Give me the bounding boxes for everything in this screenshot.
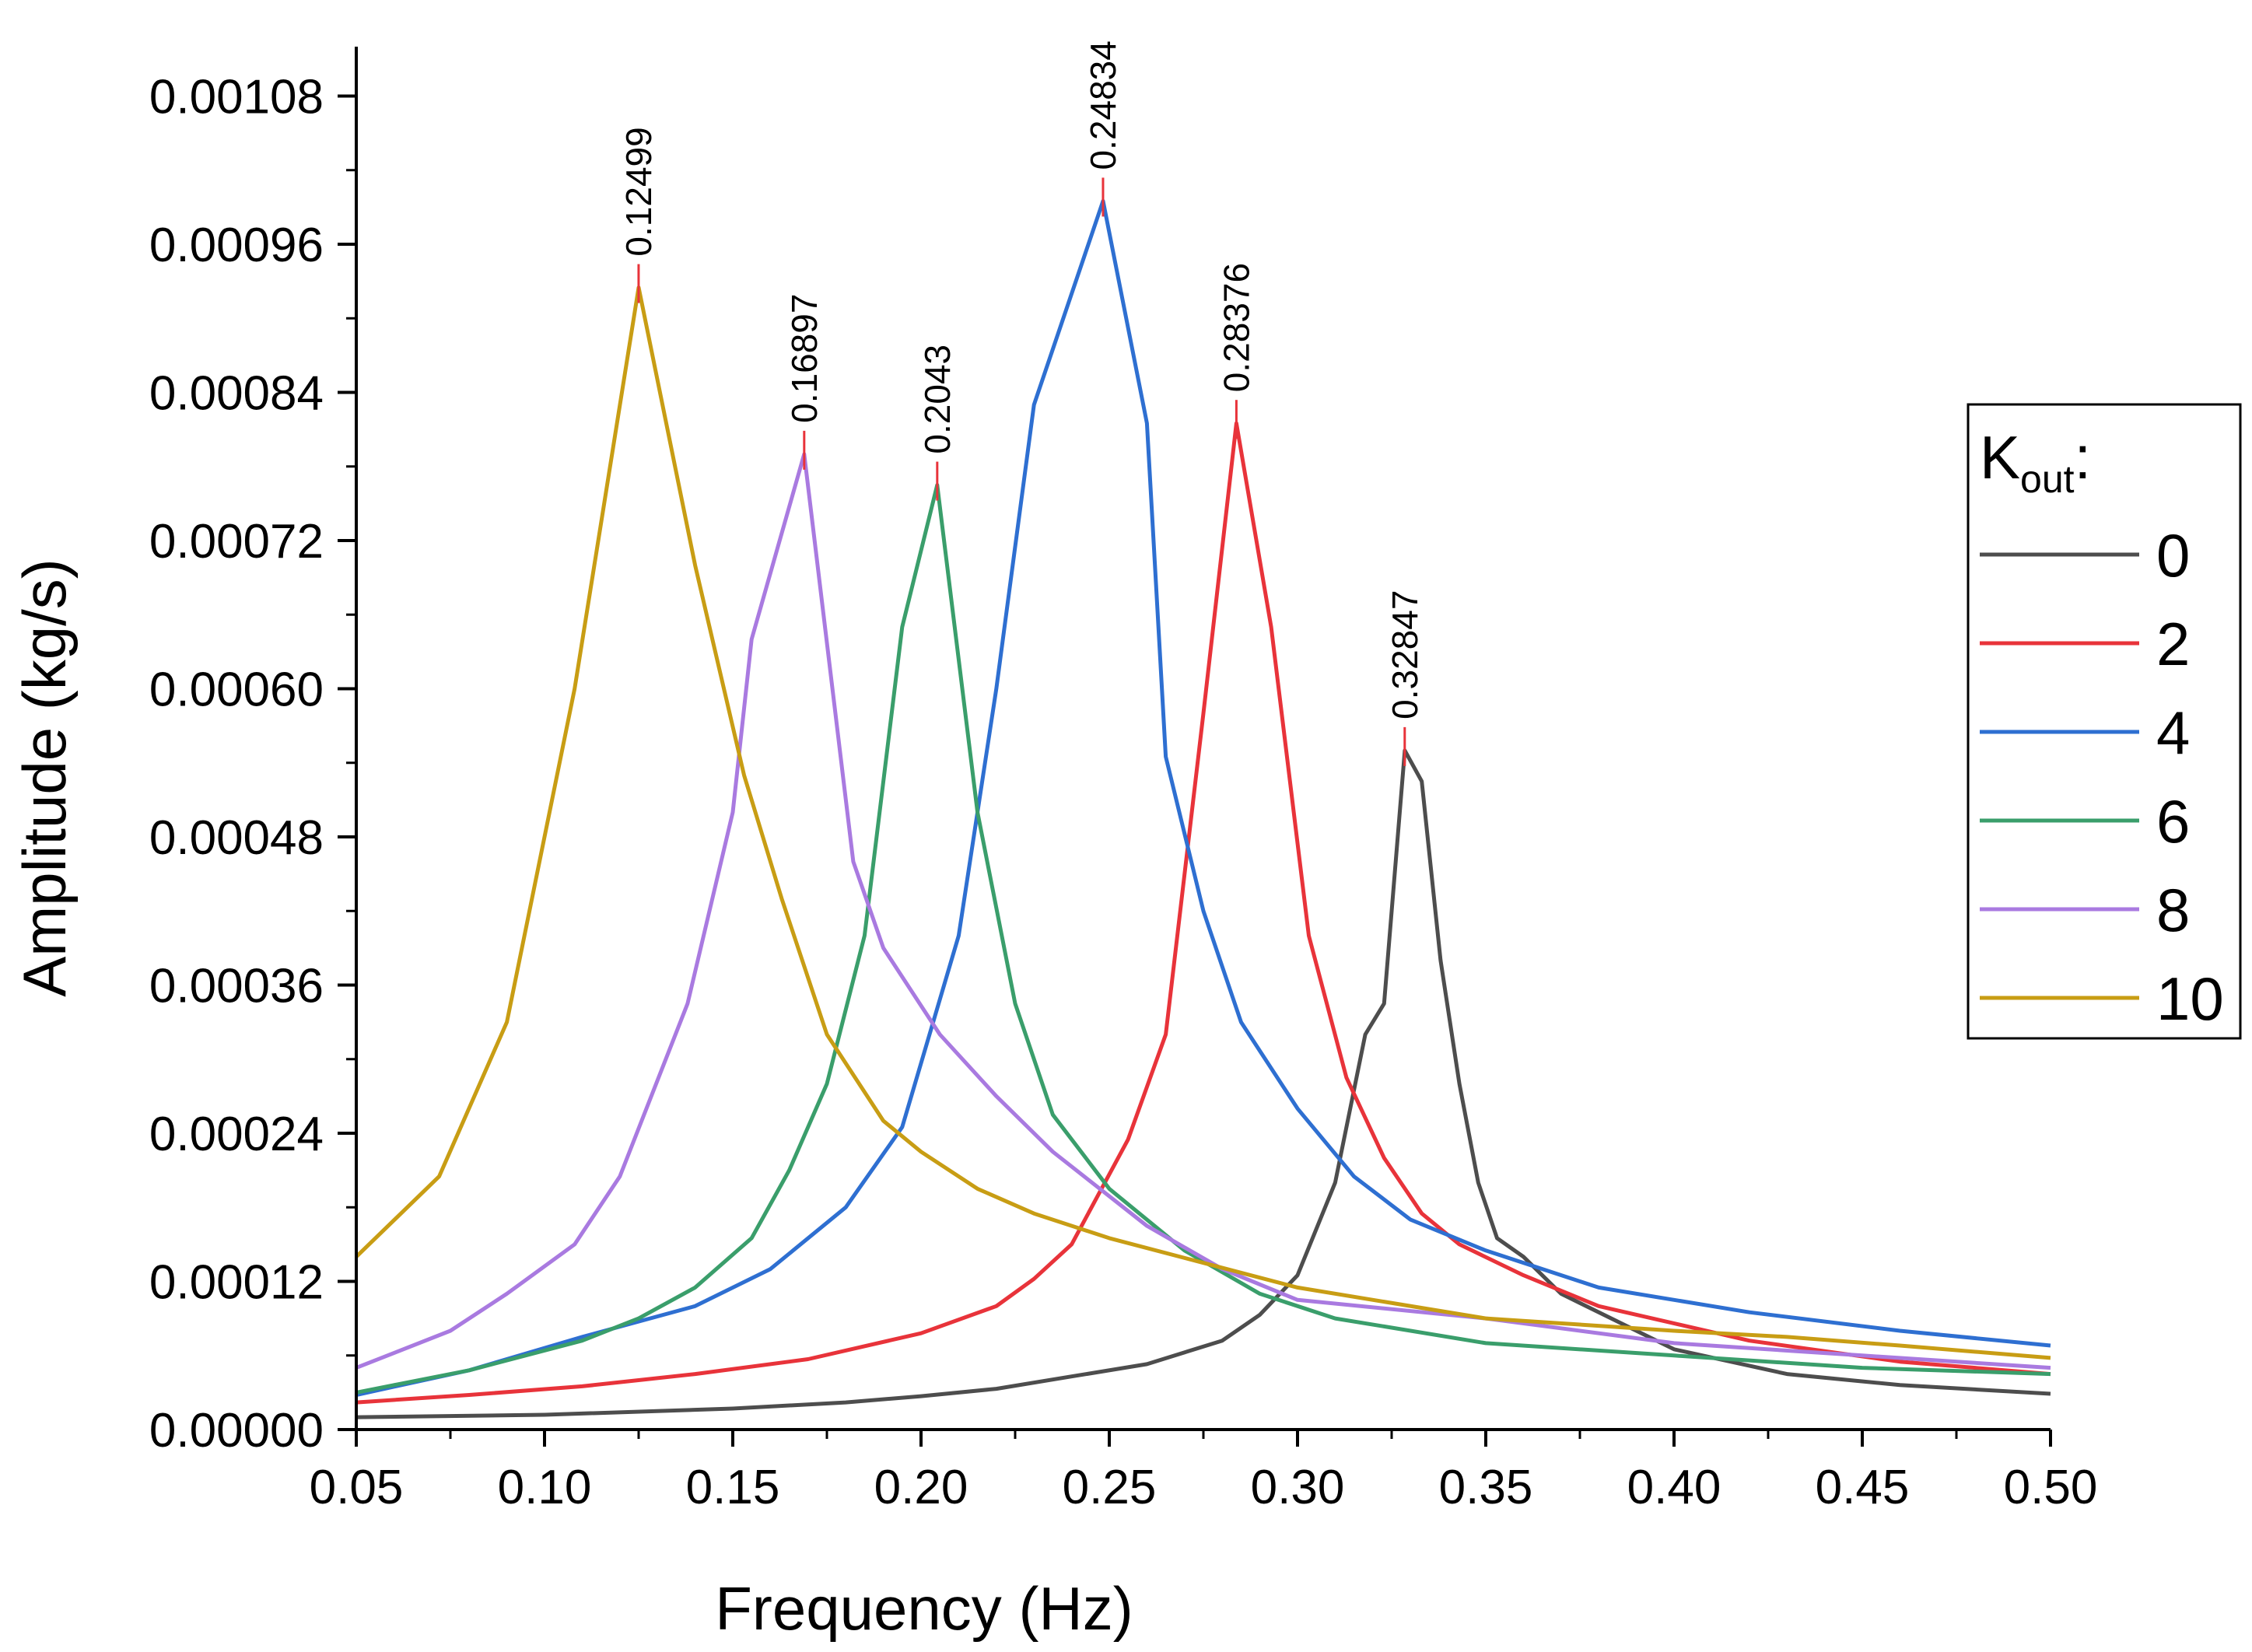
legend-box [1967, 403, 2242, 1040]
y-tick-label: 0.00012 [149, 1256, 324, 1310]
series-line-4 [355, 198, 2051, 1397]
legend-title-suffix: : [2075, 423, 2092, 492]
legend-title: Kout: [1980, 423, 2091, 501]
series-line-8 [355, 452, 2051, 1370]
legend-label-2: 2 [2156, 610, 2190, 678]
legend-title-sub: out [2020, 457, 2075, 501]
x-tick-label: 0.45 [1816, 1461, 1910, 1514]
y-tick-label: 0.00096 [149, 219, 324, 272]
peak-label: 0.24834 [1083, 40, 1123, 170]
series-line-2 [355, 421, 2051, 1405]
y-tick-label: 0.00072 [149, 515, 324, 569]
series-line-6 [355, 483, 2051, 1395]
x-axis-title: Frequency (Hz) [715, 1574, 1133, 1643]
x-tick-label: 0.05 [310, 1461, 404, 1514]
legend: Kout: 0 2 4 6 8 10 [1967, 403, 2242, 1040]
y-tick-label: 0.00060 [149, 663, 324, 717]
x-tick-label: 0.30 [1251, 1461, 1345, 1514]
y-tick-label: 0.00084 [149, 367, 324, 421]
peak-label: 0.32847 [1385, 590, 1425, 719]
legend-label-10: 10 [2156, 964, 2224, 1033]
legend-label-0: 0 [2156, 521, 2190, 590]
peak-labels: 0.12499 0.16897 0.2043 0.24834 0.28376 0.3284… [618, 40, 1425, 766]
x-tick-label: 0.40 [1627, 1461, 1721, 1514]
y-tick-label: 0.00024 [149, 1108, 324, 1161]
x-tick-label: 0.35 [1439, 1461, 1533, 1514]
series-line-10 [355, 285, 2051, 1360]
x-tick-label: 0.10 [498, 1461, 592, 1514]
peak-label: 0.28376 [1216, 263, 1256, 392]
legend-label-6: 6 [2156, 787, 2190, 856]
peak-label: 0.2043 [917, 345, 958, 454]
y-axis-title: Amplitude (kg/s) [10, 558, 79, 997]
legend-label-8: 8 [2156, 876, 2190, 944]
y-tick-label: 0.00048 [149, 811, 324, 865]
x-tick-label: 0.20 [874, 1461, 968, 1514]
y-tick-label: 0.00108 [149, 71, 324, 124]
legend-title-main: K [1980, 423, 2020, 492]
y-tick-label: 0.00036 [149, 960, 324, 1013]
series-layer [355, 198, 2051, 1419]
legend-items: 0 2 4 6 8 10 [1980, 521, 2224, 1033]
legend-label-4: 4 [2156, 698, 2190, 767]
peak-label: 0.16897 [784, 294, 825, 423]
x-tick-label: 0.25 [1063, 1461, 1157, 1514]
peak-label: 0.12499 [618, 127, 659, 256]
y-tick-label: 0.00000 [149, 1404, 324, 1458]
x-tick-label: 0.15 [686, 1461, 780, 1514]
axes [355, 47, 2051, 1431]
x-tick-label: 0.50 [2004, 1461, 2098, 1514]
axis-ticks: 0.05 0.10 0.15 0.20 0.25 0.30 0.35 0.40 0.45 0.50… [149, 71, 2097, 1515]
